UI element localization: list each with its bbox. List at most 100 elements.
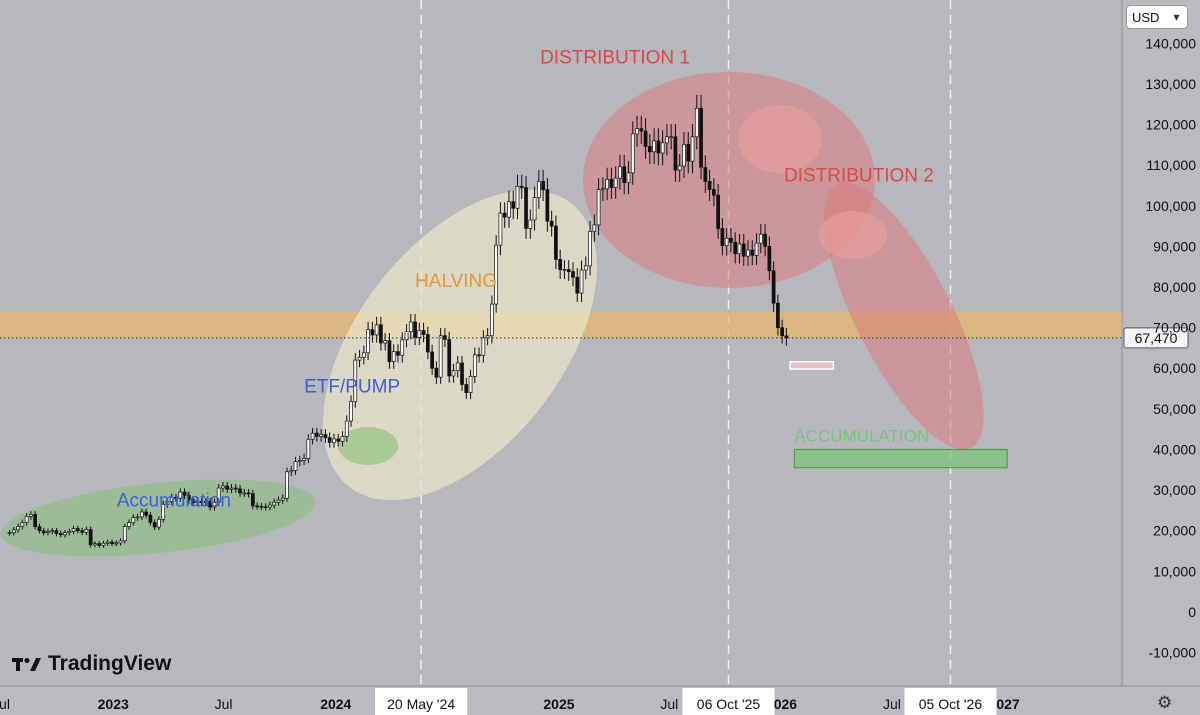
candle — [652, 140, 656, 153]
candle — [319, 434, 323, 437]
candle — [169, 497, 174, 502]
y-tick-label: 0 — [1188, 604, 1196, 620]
candle — [682, 144, 686, 167]
candle — [545, 189, 550, 222]
candle — [622, 166, 627, 183]
candle — [660, 142, 665, 154]
candle — [468, 376, 473, 393]
candle — [259, 505, 264, 508]
candle — [703, 166, 708, 182]
candle — [485, 335, 490, 339]
candle — [729, 237, 733, 243]
candle — [532, 197, 537, 221]
candle — [289, 470, 294, 473]
candle — [67, 531, 72, 534]
candle — [54, 530, 59, 534]
candle — [737, 243, 742, 255]
candle — [50, 530, 55, 533]
y-tick-label: -10,000 — [1149, 645, 1197, 661]
candle — [605, 179, 609, 190]
tradingview-logo-icon — [12, 658, 41, 671]
halving-ellipse — [323, 189, 597, 501]
candle — [238, 488, 242, 494]
candle — [233, 487, 238, 490]
candle — [302, 458, 306, 461]
annotation-label-4: DISTRIBUTION 2 — [784, 165, 934, 186]
candle — [127, 522, 131, 527]
candle — [541, 181, 545, 190]
candle — [370, 329, 375, 336]
marker-date-label: 06 Oct '25 — [697, 696, 761, 712]
candle — [677, 165, 682, 171]
candle — [140, 511, 144, 518]
candle — [720, 228, 725, 246]
annotation-label-0: Accumulation — [117, 490, 231, 511]
candle — [763, 233, 767, 247]
candle — [455, 362, 460, 372]
y-tick-label: 20,000 — [1153, 523, 1196, 539]
candle — [165, 501, 170, 505]
candle — [216, 487, 221, 503]
candle — [609, 179, 614, 188]
candle — [204, 501, 208, 503]
candle — [665, 136, 669, 144]
candle — [272, 501, 277, 506]
candle — [105, 541, 110, 544]
candle — [88, 529, 93, 546]
candle — [225, 485, 230, 490]
candle — [502, 212, 507, 218]
candle — [293, 461, 298, 471]
tradingview-logo[interactable]: TradingView — [12, 652, 171, 676]
candle — [767, 246, 772, 272]
candle — [618, 166, 622, 179]
etf-pump-ellipse — [338, 427, 398, 465]
chevron-down-icon: ▾ — [1173, 10, 1180, 24]
candle — [186, 494, 191, 501]
distribution-1-top-ellipse — [738, 105, 822, 173]
candle — [285, 471, 289, 499]
candle — [549, 220, 554, 227]
candle — [733, 241, 738, 255]
candle — [472, 354, 477, 377]
gear-icon[interactable]: ⚙ — [1157, 693, 1173, 712]
candle — [771, 270, 776, 304]
candle — [148, 514, 153, 523]
candle — [182, 491, 187, 496]
candle — [686, 144, 691, 162]
candle — [255, 505, 259, 508]
x-tick-label: Jul — [660, 696, 678, 712]
candle — [212, 501, 217, 508]
x-tick-label: 2023 — [98, 696, 129, 712]
candle — [712, 189, 716, 196]
candle — [451, 370, 456, 377]
candle — [387, 340, 392, 363]
candle — [776, 302, 780, 328]
candle — [195, 501, 200, 503]
candle — [571, 271, 575, 278]
candle — [161, 503, 166, 520]
candle — [80, 530, 84, 533]
candle — [554, 225, 558, 260]
candle — [460, 362, 464, 385]
currency-selector[interactable]: USD ▾ — [1126, 5, 1188, 29]
candle — [37, 526, 42, 532]
candle — [276, 499, 281, 503]
candle — [758, 233, 763, 244]
brand-name: TradingView — [48, 652, 172, 675]
candle — [699, 107, 703, 168]
candle — [71, 528, 76, 532]
candle — [498, 212, 503, 246]
candle — [413, 321, 417, 338]
candle — [16, 526, 20, 531]
candle — [490, 303, 494, 337]
candle — [327, 437, 332, 443]
x-tick-label: Jul — [215, 696, 233, 712]
candle — [250, 493, 255, 507]
target-zone-label: ACCUMULATION — [794, 426, 929, 445]
candle — [746, 249, 750, 257]
candle — [438, 335, 443, 378]
candle — [178, 491, 183, 499]
candle — [110, 541, 114, 545]
